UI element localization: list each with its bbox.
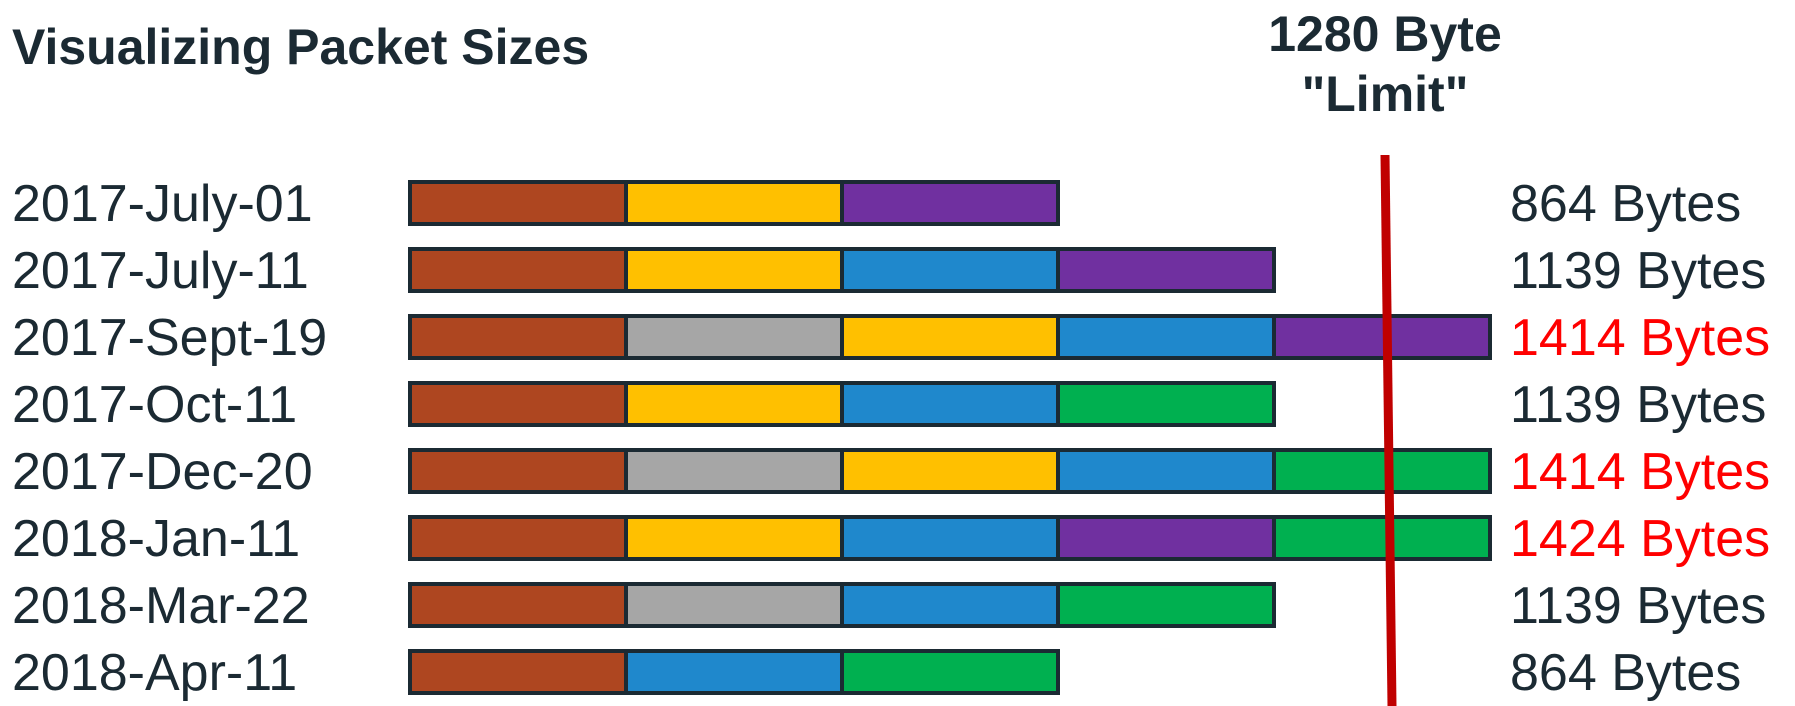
size-label: 864 Bytes xyxy=(1510,175,1741,233)
row-label: 2017-Sept-19 xyxy=(12,309,327,367)
size-label: 864 Bytes xyxy=(1510,644,1741,702)
bar-segment-blue xyxy=(840,582,1060,628)
bar-segment-blue xyxy=(624,649,844,695)
bar-segment-blue xyxy=(1056,314,1276,360)
bar-segment-green xyxy=(1056,582,1276,628)
row-label: 2017-Oct-11 xyxy=(12,376,297,434)
limit-label-line1: 1280 Byte xyxy=(1268,6,1502,62)
size-label: 1414 Bytes xyxy=(1510,309,1770,367)
bar-segment-gray xyxy=(624,448,844,494)
bar-segment-gray xyxy=(624,582,844,628)
bar-segment-yellow xyxy=(840,314,1060,360)
row-label: 2017-July-01 xyxy=(12,175,313,233)
bar-segment-gray xyxy=(624,314,844,360)
bar-segment-yellow xyxy=(624,381,844,427)
bar-segment-brown xyxy=(408,180,628,226)
bar-segment-yellow xyxy=(624,247,844,293)
bar-segment-brown xyxy=(408,582,628,628)
bar-segment-brown xyxy=(408,314,628,360)
row-label: 2018-Mar-22 xyxy=(12,577,310,635)
row-label: 2017-July-11 xyxy=(12,242,309,300)
bar-segment-brown xyxy=(408,448,628,494)
size-label: 1139 Bytes xyxy=(1510,376,1766,434)
page-title: Visualizing Packet Sizes xyxy=(12,19,590,75)
bar-segment-green xyxy=(1272,448,1492,494)
bar-segment-purple xyxy=(1056,515,1276,561)
bar-segment-brown xyxy=(408,515,628,561)
bar-segment-blue xyxy=(1056,448,1276,494)
limit-line xyxy=(1380,154,1397,706)
size-label: 1139 Bytes xyxy=(1510,577,1766,635)
row-label: 2018-Jan-11 xyxy=(12,510,300,568)
chart-rows: 2017-July-01 864 Bytes 2017-July-11 1139 By… xyxy=(12,175,1770,702)
bar-segment-purple xyxy=(1056,247,1276,293)
row-label: 2018-Apr-11 xyxy=(12,644,297,702)
bar-segment-purple xyxy=(840,180,1060,226)
size-label: 1414 Bytes xyxy=(1510,443,1770,501)
size-label: 1139 Bytes xyxy=(1510,242,1766,300)
bar-segment-blue xyxy=(840,515,1060,561)
size-label: 1424 Bytes xyxy=(1510,510,1770,568)
bar-segment-yellow xyxy=(840,448,1060,494)
bar-segment-yellow xyxy=(624,180,844,226)
bar-segment-brown xyxy=(408,649,628,695)
bar-segment-yellow xyxy=(624,515,844,561)
bar-segment-green xyxy=(1272,515,1492,561)
bar-segment-purple xyxy=(1272,314,1492,360)
bar-segment-blue xyxy=(840,381,1060,427)
bar-segment-green xyxy=(1056,381,1276,427)
bar-segment-brown xyxy=(408,247,628,293)
limit-label: 1280 Byte "Limit" xyxy=(1185,4,1585,124)
limit-label-line2: "Limit" xyxy=(1301,66,1469,122)
bar-segment-brown xyxy=(408,381,628,427)
bar-segment-blue xyxy=(840,247,1060,293)
row-label: 2017-Dec-20 xyxy=(12,443,313,501)
bar-segment-green xyxy=(840,649,1060,695)
